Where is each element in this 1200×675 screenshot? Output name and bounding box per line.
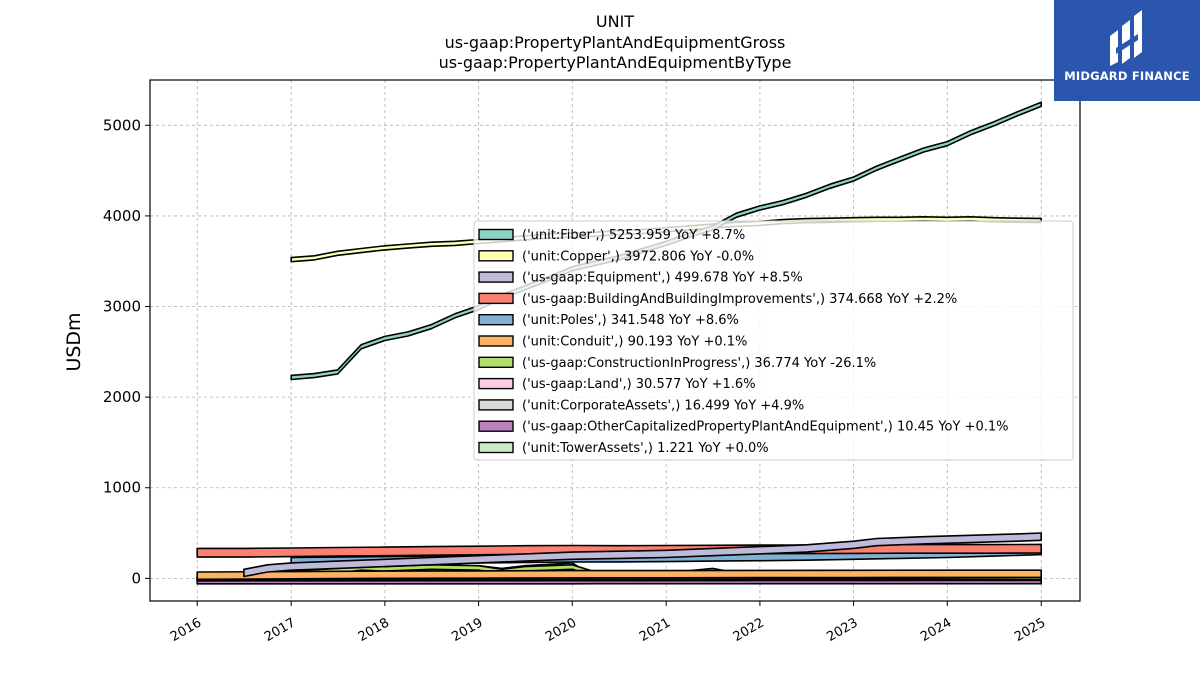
legend-swatch: [478, 271, 514, 283]
x-tick-label: 2020: [543, 615, 579, 645]
legend-label: ('us-gaap:OtherCapitalizedPropertyPlantA…: [522, 420, 1008, 435]
legend-swatch: [478, 314, 514, 326]
legend-label: ('unit:TowerAssets',) 1.221 YoY +0.0%: [522, 441, 769, 456]
x-tick-label: 2019: [449, 615, 485, 645]
y-tick-label: 1000: [103, 479, 141, 497]
chart-title-line-2: us-gaap:PropertyPlantAndEquipmentGross: [445, 33, 786, 52]
legend-swatch: [478, 292, 514, 305]
legend-label: ('unit:Copper',) 3972.806 YoY -0.0%: [522, 249, 754, 264]
x-tick-label: 2017: [262, 615, 298, 645]
y-tick-label: 3000: [103, 298, 141, 316]
x-axis: 2016 2017 2018 2019 2020 2021 2022 2023 2024 2025: [168, 601, 1048, 645]
chart-title-line-3: us-gaap:PropertyPlantAndEquipmentByType: [439, 53, 792, 72]
series-layer: [196, 101, 1042, 585]
chart-title-line-1: UNIT: [596, 12, 634, 31]
legend-label: ('unit:CorporateAssets',) 16.499 YoY +4.…: [522, 398, 804, 413]
legend-label: ('unit:Fiber',) 5253.959 YoY +8.7%: [522, 228, 745, 243]
y-axis-label: USDm: [63, 312, 85, 371]
series-area: [243, 532, 1042, 578]
x-tick-label: 2016: [168, 615, 204, 645]
brand-badge: MIDGARD FINANCE: [1054, 0, 1200, 101]
y-tick-label: 5000: [103, 116, 141, 134]
y-tick-label: 0: [131, 569, 141, 587]
legend-label: ('unit:Poles',) 341.548 YoY +8.6%: [522, 313, 739, 328]
x-tick-label: 2022: [731, 615, 767, 645]
legend-swatch: [478, 335, 514, 347]
y-axis: 0 1000 2000 3000 4000 5000: [103, 116, 150, 587]
legend-swatch: [478, 377, 514, 390]
brand-name: MIDGARD FINANCE: [1064, 69, 1190, 83]
legend-swatch: [478, 228, 514, 241]
plot-frame: [149, 79, 1081, 602]
x-tick-label: 2021: [637, 615, 673, 645]
legend-label: ('us-gaap:BuildingAndBuildingImprovement…: [522, 292, 957, 307]
legend-label: ('us-gaap:ConstructionInProgress',) 36.7…: [522, 356, 876, 371]
x-tick-label: 2023: [824, 615, 860, 645]
legend-label: ('us-gaap:Land',) 30.577 YoY +1.6%: [522, 377, 756, 392]
legend: ('unit:Fiber',) 5253.959 YoY +8.7% ('unit…: [473, 220, 1074, 461]
y-tick-label: 4000: [103, 207, 141, 225]
legend-swatch: [478, 441, 514, 454]
legend-swatch: [478, 399, 514, 411]
legend-swatch: [478, 250, 514, 262]
midgard-logo-icon: [1110, 10, 1142, 66]
x-tick-label: 2018: [356, 615, 392, 645]
legend-swatch: [478, 356, 514, 368]
x-tick-label: 2025: [1012, 615, 1048, 645]
legend-label: ('us-gaap:Equipment',) 499.678 YoY +8.5%: [522, 271, 803, 286]
series-area: [196, 569, 1042, 581]
legend-swatch: [478, 420, 514, 432]
y-tick-label: 2000: [103, 388, 141, 406]
x-tick-label: 2024: [918, 615, 954, 645]
legend-label: ('unit:Conduit',) 90.193 YoY +0.1%: [522, 335, 747, 350]
legend-box: [473, 220, 1074, 461]
